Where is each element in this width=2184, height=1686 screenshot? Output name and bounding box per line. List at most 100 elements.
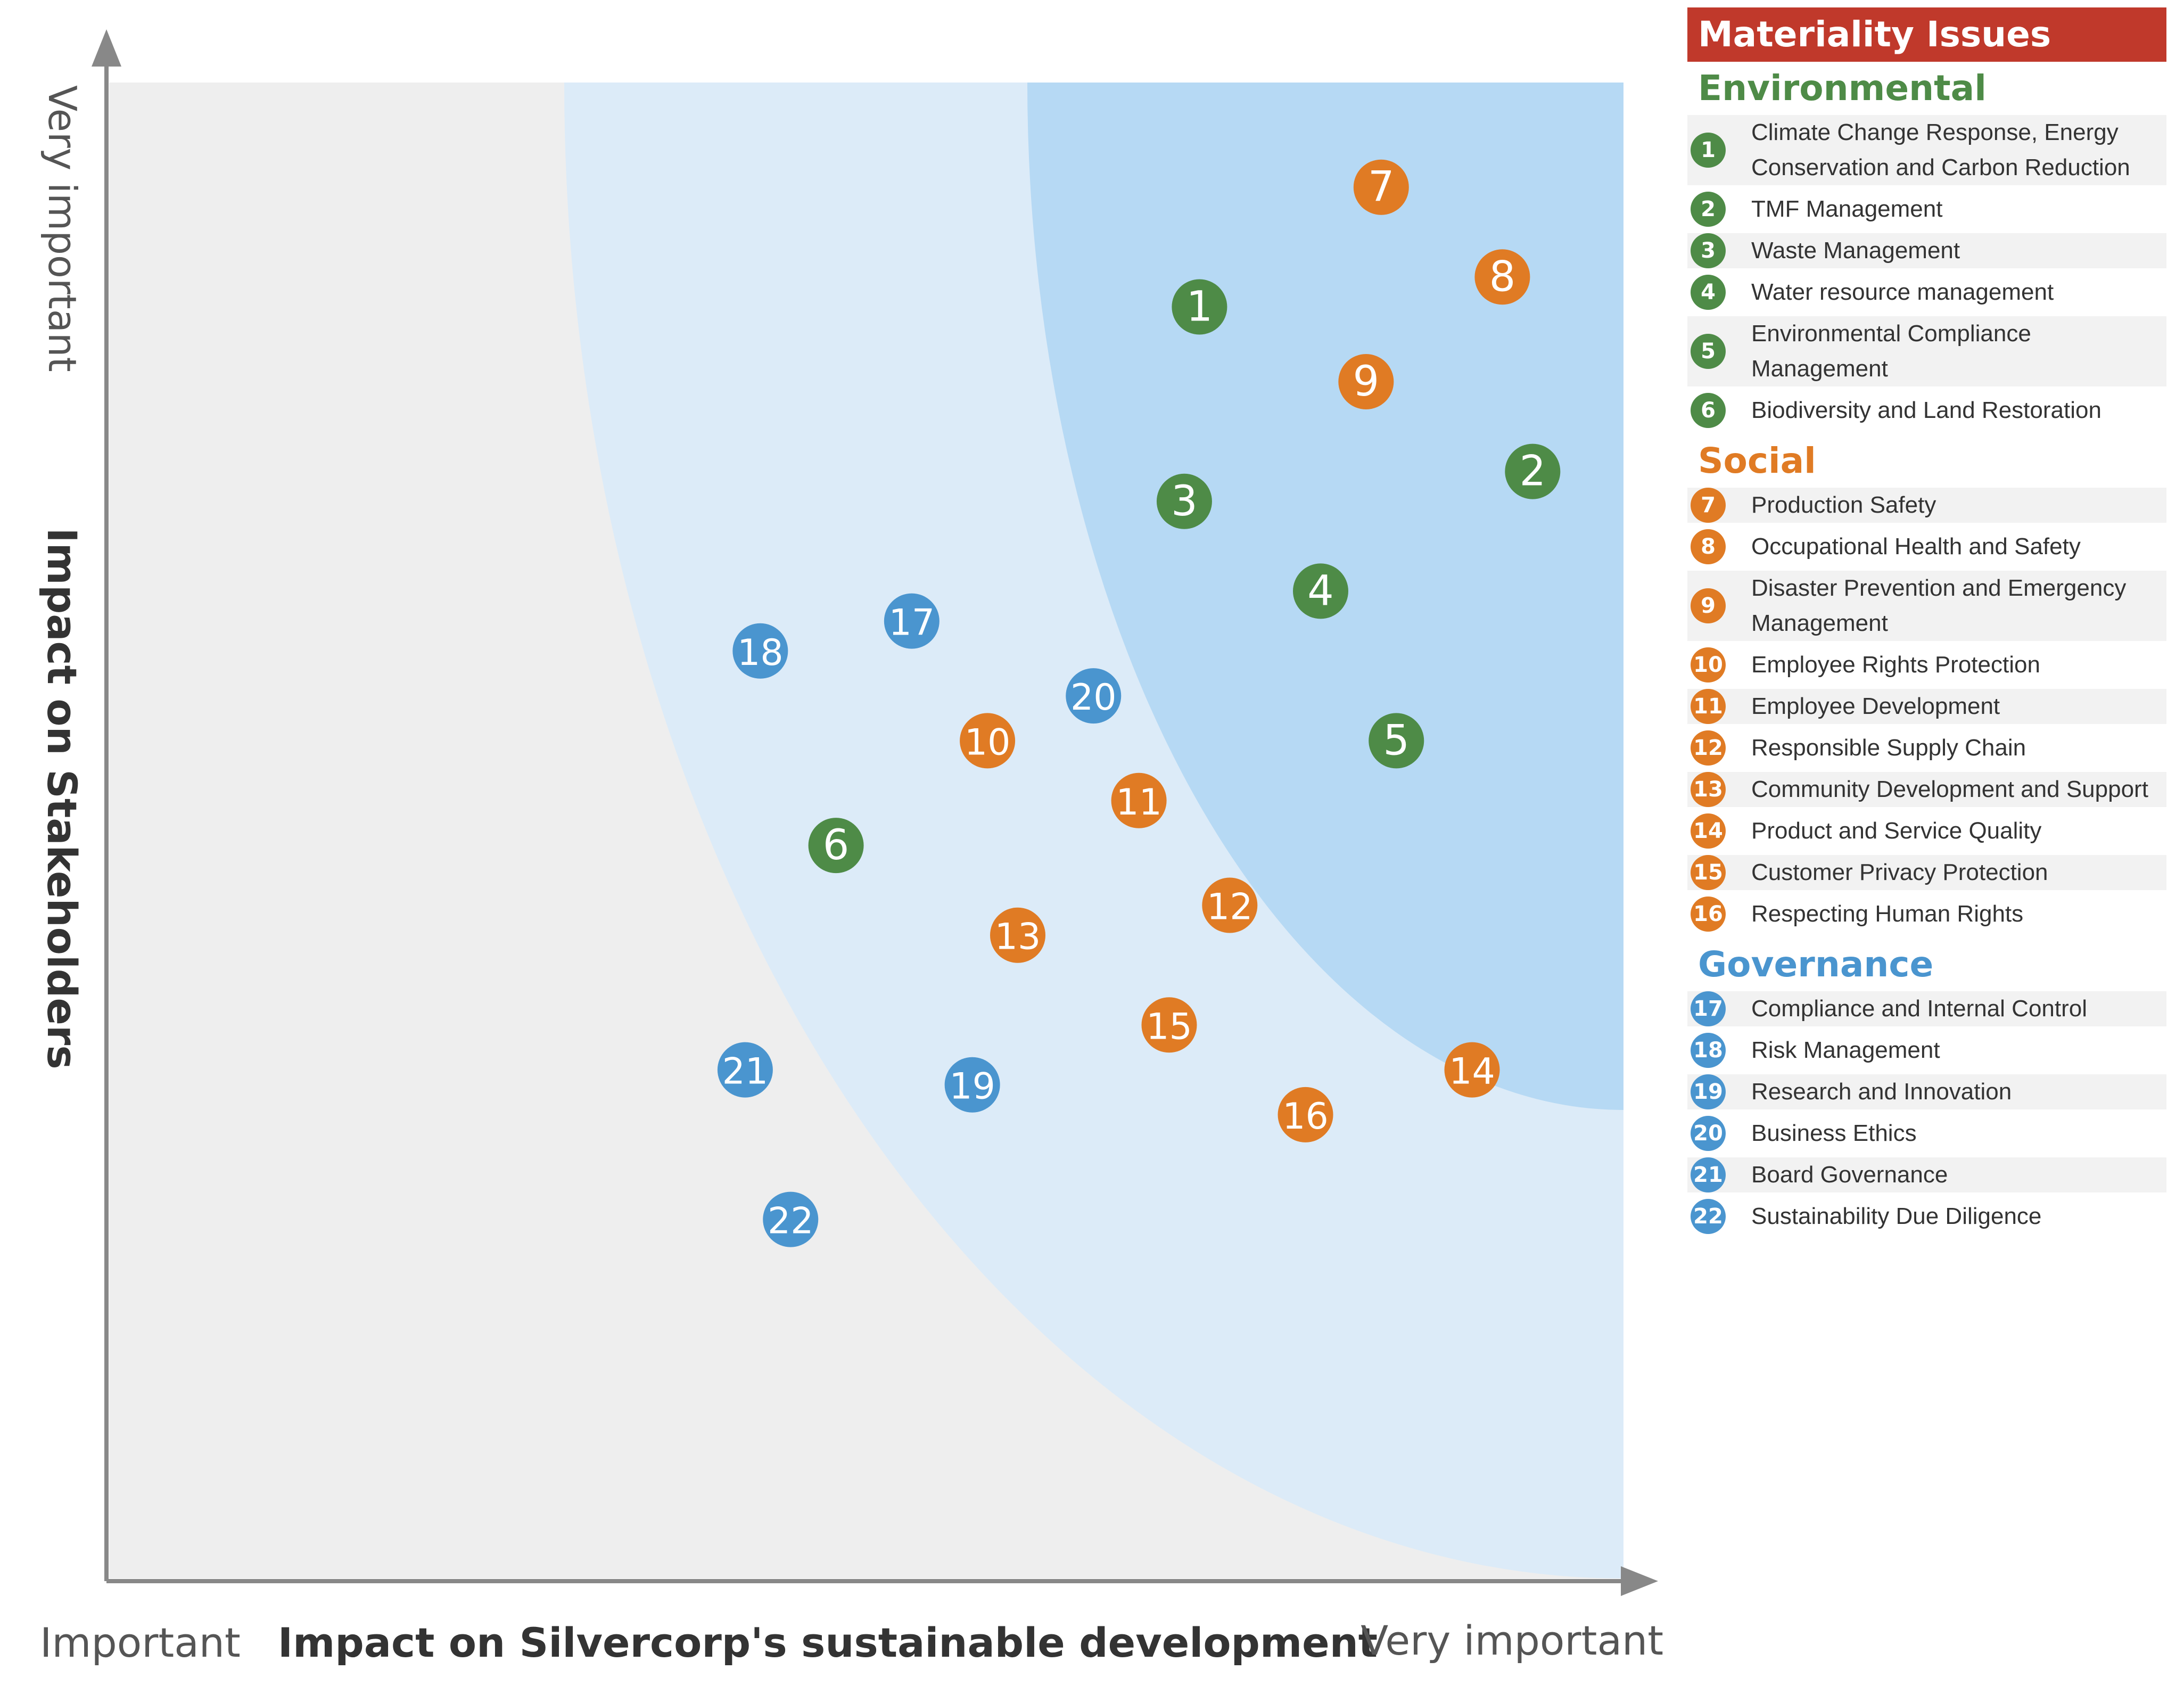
point-label-5: 5 — [1383, 717, 1410, 764]
legend-label: Customer Privacy Protection — [1751, 859, 2048, 885]
legend-item: 16 Respecting Human Rights — [1687, 897, 2166, 932]
point-22 — [763, 1191, 819, 1247]
point-label-22: 22 — [768, 1200, 814, 1243]
legend-label: Sustainability Due Diligence — [1751, 1203, 2042, 1229]
group-title-environmental: Environmental — [1698, 68, 1987, 109]
legend-number-badge: 22 — [1691, 1199, 1726, 1234]
legend-number-badge: 17 — [1691, 991, 1726, 1026]
point-17 — [884, 593, 939, 649]
legend-label: Respecting Human Rights — [1751, 901, 2024, 927]
point-2 — [1505, 443, 1561, 499]
point-label-3: 3 — [1171, 478, 1198, 525]
legend-number-badge: 15 — [1691, 855, 1726, 890]
legend-item: 3 Waste Management — [1687, 233, 2166, 268]
point-1 — [1172, 279, 1227, 335]
group-title-social: Social — [1698, 440, 1816, 481]
point-label-10: 10 — [965, 721, 1011, 763]
legend-number-badge: 7 — [1691, 488, 1726, 523]
panel-title: Materiality Issues — [1687, 7, 2166, 62]
legend-number-badge: 19 — [1691, 1074, 1726, 1109]
point-label-13: 13 — [995, 916, 1041, 958]
legend-item: 4 Water resource management — [1687, 275, 2166, 310]
legend-label: Product and Service Quality — [1751, 818, 2042, 844]
point-label-7: 7 — [1368, 163, 1395, 211]
point-7 — [1353, 159, 1409, 215]
point-label-12: 12 — [1207, 886, 1253, 928]
legend-number-badge: 8 — [1691, 529, 1726, 564]
x-axis-title: Impact on Silvercorp's sustainable devel… — [278, 1619, 1378, 1666]
legend-number-badge: 13 — [1691, 772, 1726, 807]
legend-item: 19 Research and Innovation — [1687, 1074, 2166, 1109]
legend-label: Research and Innovation — [1751, 1079, 2012, 1105]
x-axis-high-label: Very important — [1361, 1617, 1663, 1664]
legend-label: Responsible Supply Chain — [1751, 735, 2026, 761]
legend-item: 22 Sustainability Due Diligence — [1687, 1199, 2166, 1234]
legend-label: Biodiversity and Land Restoration — [1751, 397, 2101, 423]
point-label-11: 11 — [1116, 782, 1162, 824]
point-16 — [1278, 1087, 1333, 1142]
legend-item: 21 Board Governance — [1687, 1157, 2166, 1192]
legend-label: Climate Change Response, Energy Conserva… — [1751, 119, 2130, 180]
point-label-1: 1 — [1186, 283, 1213, 331]
legend-label: Employee Development — [1751, 693, 2000, 719]
legend-item: 17 Compliance and Internal Control — [1687, 991, 2166, 1026]
legend-number-badge: 12 — [1691, 730, 1726, 766]
legend-number-badge: 1 — [1691, 133, 1726, 168]
legend-item: 7 Production Safety — [1687, 488, 2166, 523]
materiality-chart: Very important Impact on Stakeholders Im… — [38, 29, 1663, 1666]
legend-item: 1 Climate Change Response, Energy Conserv… — [1687, 115, 2166, 185]
point-label-21: 21 — [722, 1051, 769, 1093]
point-3 — [1156, 473, 1212, 529]
point-label-18: 18 — [737, 632, 784, 674]
x-axis-low-label: Important — [40, 1619, 241, 1666]
point-11 — [1111, 772, 1167, 828]
point-label-14: 14 — [1449, 1051, 1495, 1093]
legend-number-badge: 2 — [1691, 192, 1726, 227]
x-axis-arrow — [1621, 1566, 1658, 1596]
legend-number-badge: 14 — [1691, 813, 1726, 849]
legend-number-badge: 11 — [1691, 689, 1726, 724]
legend-label: TMF Management — [1751, 196, 1943, 222]
point-label-2: 2 — [1519, 448, 1546, 496]
legend-item: 18 Risk Management — [1687, 1033, 2166, 1068]
legend-label: Risk Management — [1751, 1037, 1940, 1063]
legend-label: Water resource management — [1751, 279, 2054, 305]
legend-label: Production Safety — [1751, 492, 1936, 518]
legend-item: 15 Customer Privacy Protection — [1687, 855, 2166, 890]
point-label-4: 4 — [1307, 567, 1334, 615]
point-label-15: 15 — [1146, 1006, 1192, 1048]
legend-number-badge: 16 — [1691, 897, 1726, 932]
legend-label: Waste Management — [1751, 237, 1960, 264]
point-8 — [1474, 249, 1530, 305]
point-label-17: 17 — [889, 602, 935, 644]
legend-item: 14 Product and Service Quality — [1687, 813, 2166, 849]
legend-label: Compliance and Internal Control — [1751, 996, 2088, 1022]
legend-label: Employee Rights Protection — [1751, 652, 2040, 678]
point-label-19: 19 — [949, 1066, 995, 1108]
legend-item: 6 Biodiversity and Land Restoration — [1687, 393, 2166, 428]
point-9 — [1338, 354, 1394, 409]
y-axis-title: Impact on Stakeholders — [38, 528, 86, 1069]
point-5 — [1369, 713, 1424, 769]
y-axis-arrow — [92, 29, 121, 67]
legend-item: 9 Disaster Prevention and Emergency Manag… — [1687, 571, 2166, 641]
legend-number-badge: 4 — [1691, 275, 1726, 310]
group-title-governance: Governance — [1698, 944, 1934, 985]
point-label-6: 6 — [823, 821, 850, 869]
legend-number-badge: 6 — [1691, 393, 1726, 428]
legend-number-badge: 18 — [1691, 1033, 1726, 1068]
legend-number-badge: 5 — [1691, 334, 1726, 369]
legend-item: 12 Responsible Supply Chain — [1687, 730, 2166, 766]
legend-label: Business Ethics — [1751, 1120, 1917, 1146]
point-label-20: 20 — [1070, 677, 1117, 719]
legend-item: 13 Community Development and Support — [1687, 772, 2166, 807]
issue-groups: Environmental 1 Climate Change Response, E… — [1687, 62, 2166, 1234]
legend-item: 10 Employee Rights Protection — [1687, 647, 2166, 682]
point-10 — [960, 713, 1016, 769]
point-13 — [990, 907, 1045, 963]
legend-label: Community Development and Support — [1751, 776, 2148, 802]
legend-number-badge: 10 — [1691, 647, 1726, 682]
legend-label: Board Governance — [1751, 1162, 1948, 1188]
legend-number-badge: 3 — [1691, 233, 1726, 268]
